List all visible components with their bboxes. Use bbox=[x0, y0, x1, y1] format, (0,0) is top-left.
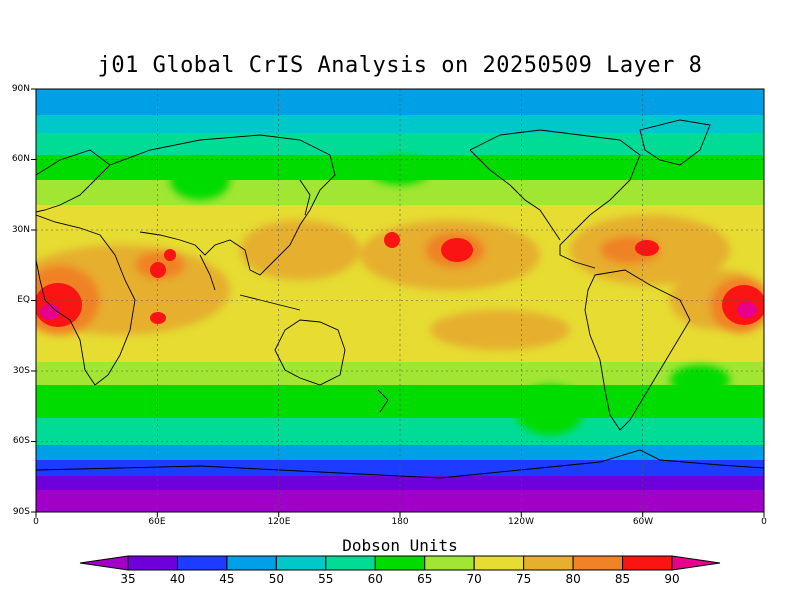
lon-label-60e: 60E bbox=[148, 517, 166, 527]
colorbar-tick-label: 60 bbox=[367, 572, 383, 586]
lat-label-60n: 60N bbox=[11, 154, 30, 164]
hotspot-pacific bbox=[441, 238, 473, 262]
chart-title: j01 Global CrIS Analysis on 20250509 Lay… bbox=[97, 53, 703, 78]
colorbar-tick-label: 85 bbox=[614, 572, 631, 586]
colorbar-tick-label: 55 bbox=[318, 572, 334, 586]
colorbar-swatch bbox=[176, 555, 228, 571]
colorbar-tick-label: 70 bbox=[466, 572, 482, 586]
colorbar-tick-label: 35 bbox=[120, 572, 136, 586]
colorbar-tick-label: 65 bbox=[417, 572, 433, 586]
lon-label-0-east: 0 bbox=[761, 517, 767, 527]
colorbar-swatch bbox=[622, 555, 673, 571]
lon-label-120e: 120E bbox=[267, 517, 291, 527]
colorbar-swatch bbox=[127, 555, 178, 571]
lat-label-90s: 90S bbox=[12, 507, 30, 517]
colorbar-swatch bbox=[473, 555, 525, 571]
colorbar-swatch bbox=[325, 555, 376, 571]
colorbar-swatch bbox=[424, 555, 475, 571]
colorbar-swatch bbox=[374, 555, 426, 571]
colorbar-tick-label: 45 bbox=[219, 572, 235, 586]
colorbar-arrow-low bbox=[79, 555, 129, 571]
lon-label-60w: 60W bbox=[632, 517, 654, 527]
colorbar-tick-label: 50 bbox=[268, 572, 284, 586]
lat-label-30s: 30S bbox=[12, 366, 30, 376]
gridlines bbox=[36, 89, 764, 512]
colorbar-arrow-high bbox=[671, 555, 721, 571]
colorbar-swatch bbox=[275, 555, 327, 571]
lat-label-60s: 60S bbox=[12, 436, 30, 446]
colorbar-swatch bbox=[523, 555, 574, 571]
colorbar-tick-label: 80 bbox=[565, 572, 581, 586]
colorbar-swatch bbox=[226, 555, 277, 571]
units-label: Dobson Units bbox=[342, 536, 458, 555]
colorbar-tick-label: 90 bbox=[664, 572, 680, 586]
colorbar-swatch bbox=[572, 555, 624, 571]
coastlines bbox=[36, 119, 764, 479]
lat-label-90n: 90N bbox=[11, 84, 30, 94]
colorbar-tick-label: 75 bbox=[515, 572, 532, 586]
lat-label-eq: EQ bbox=[17, 295, 30, 305]
lon-label-120w: 120W bbox=[507, 517, 535, 527]
lon-label-180: 180 bbox=[391, 517, 409, 527]
lon-label-0-west: 0 bbox=[33, 517, 39, 527]
lat-label-30n: 30N bbox=[11, 225, 30, 235]
colorbar-tick-label: 40 bbox=[169, 572, 186, 586]
